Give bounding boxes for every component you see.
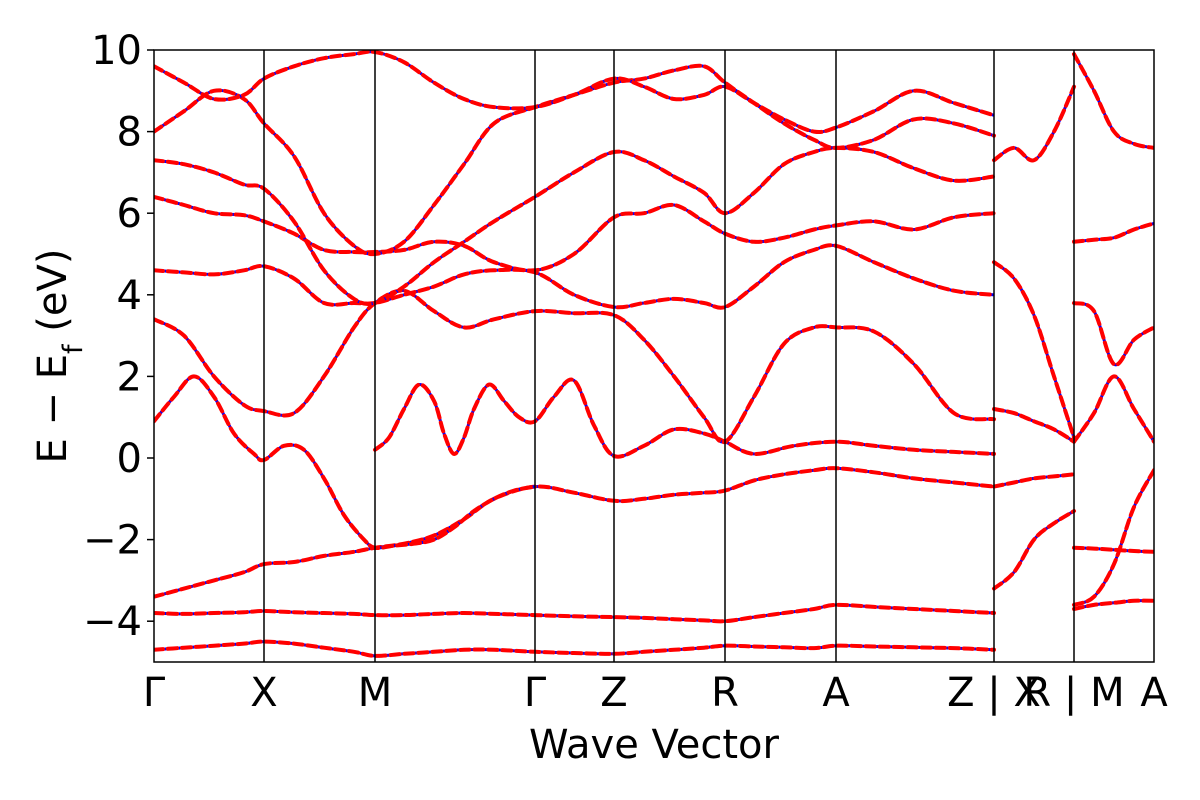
y-tick-label-2: −2 bbox=[83, 518, 142, 564]
band-line-4-primary bbox=[154, 374, 537, 551]
x-tick-label-7: A bbox=[822, 670, 850, 716]
band-line-2-primary bbox=[154, 602, 996, 624]
y-tick-label-3: 0 bbox=[117, 436, 142, 482]
band-lines bbox=[154, 50, 1154, 658]
band-line-22-primary bbox=[1072, 598, 1154, 611]
y-axis-label: E − Ef (eV) bbox=[30, 249, 89, 464]
x-axis-ticks: Γ X M Γ Z R A Z | XR | M A bbox=[143, 670, 1168, 716]
y-axis-label-sub: f bbox=[58, 343, 89, 354]
band-line-19-primary bbox=[1072, 374, 1154, 444]
band-line-3-primary bbox=[154, 466, 996, 599]
band-line-1-primary bbox=[154, 639, 996, 658]
y-tick-label-8: 10 bbox=[91, 28, 142, 74]
y-axis-label-unit: (eV) bbox=[30, 249, 76, 345]
band-line-8-primary bbox=[154, 194, 996, 273]
x-tick-label-4: Γ bbox=[524, 670, 547, 716]
x-tick-label-10: A bbox=[1140, 670, 1168, 716]
y-tick-label-7: 8 bbox=[117, 110, 142, 156]
x-tick-label-5: Z bbox=[600, 670, 627, 716]
y-tick-label-1: −4 bbox=[83, 599, 142, 645]
band-line-17-primary bbox=[1072, 221, 1154, 244]
band-line-21-primary bbox=[1072, 468, 1154, 607]
y-tick-label-4: 2 bbox=[117, 354, 142, 400]
x-tick-label-8: Z | X bbox=[947, 670, 1041, 716]
y-tick-label-5: 4 bbox=[117, 273, 142, 319]
y-axis-ticks: −4 −2 0 2 4 6 8 10 bbox=[83, 28, 154, 645]
y-tick-label-6: 6 bbox=[117, 191, 142, 237]
band-line-14-primary bbox=[992, 509, 1076, 591]
band-line-6-primary bbox=[154, 288, 996, 445]
band-line-7-primary bbox=[154, 243, 996, 310]
x-tick-label-1: Γ bbox=[143, 670, 166, 716]
x-tick-label-9: R | M bbox=[1023, 670, 1124, 716]
band-line-11-primary bbox=[154, 50, 996, 135]
band-line-15-primary bbox=[992, 260, 1076, 440]
band-line-18-primary bbox=[1072, 301, 1154, 367]
band-line-12-primary bbox=[992, 407, 1076, 444]
x-tick-label-2: X bbox=[250, 670, 277, 716]
band-line-5-primary bbox=[373, 377, 996, 459]
x-axis-label: Wave Vector bbox=[529, 722, 780, 768]
band-line-9-primary bbox=[154, 145, 996, 307]
x-tick-label-3: M bbox=[358, 670, 393, 716]
plot-frame bbox=[153, 49, 1155, 663]
x-tick-label-6: R bbox=[711, 670, 739, 716]
high-symmetry-lines bbox=[263, 50, 1075, 662]
band-line-13-primary bbox=[992, 472, 1076, 489]
y-axis-label-main: E − E bbox=[30, 354, 76, 464]
band-line-23-primary bbox=[1072, 52, 1154, 150]
band-line-16-primary bbox=[992, 84, 1076, 163]
band-line-20-primary bbox=[1072, 545, 1154, 554]
